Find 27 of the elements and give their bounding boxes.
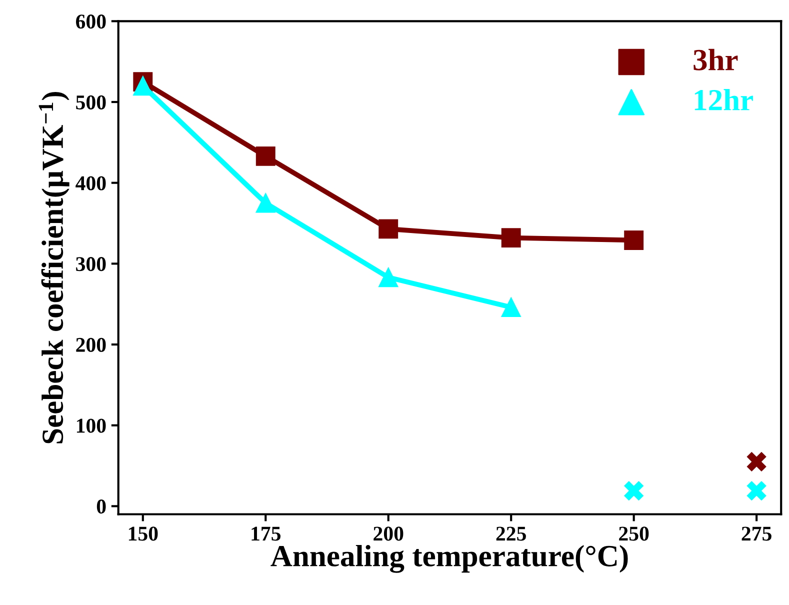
x-tick-label: 250 xyxy=(619,526,649,541)
x-tick-label: 150 xyxy=(128,526,158,541)
point xyxy=(256,146,276,166)
x-axis-title: Annealing temperature(°C) xyxy=(270,544,628,573)
point xyxy=(746,480,766,501)
y-tick-label: 200 xyxy=(76,338,106,352)
legend-label: 12hr xyxy=(694,88,753,110)
y-tick-label: 600 xyxy=(76,14,106,29)
y-axis-title: Seebeck coefficient(μVK$^{−1}$) xyxy=(38,92,70,444)
x-tick-label: 200 xyxy=(374,526,404,541)
point xyxy=(746,452,766,472)
y-tick-label: 0 xyxy=(96,500,106,514)
x-tick-label: 275 xyxy=(742,526,772,541)
point xyxy=(624,480,644,501)
point xyxy=(501,298,521,318)
y-tick-label: 300 xyxy=(76,257,106,272)
point xyxy=(378,219,398,239)
x-tick-label: 175 xyxy=(252,526,280,541)
point xyxy=(256,193,276,213)
point xyxy=(624,230,644,250)
y-tick-label: 500 xyxy=(76,95,106,110)
point xyxy=(378,268,398,288)
x-tick-label: 225 xyxy=(496,526,526,541)
legend-label: 3hr xyxy=(694,48,738,70)
y-tick-label: 100 xyxy=(76,418,106,433)
y-tick-label: 400 xyxy=(76,176,106,190)
point xyxy=(501,228,521,248)
